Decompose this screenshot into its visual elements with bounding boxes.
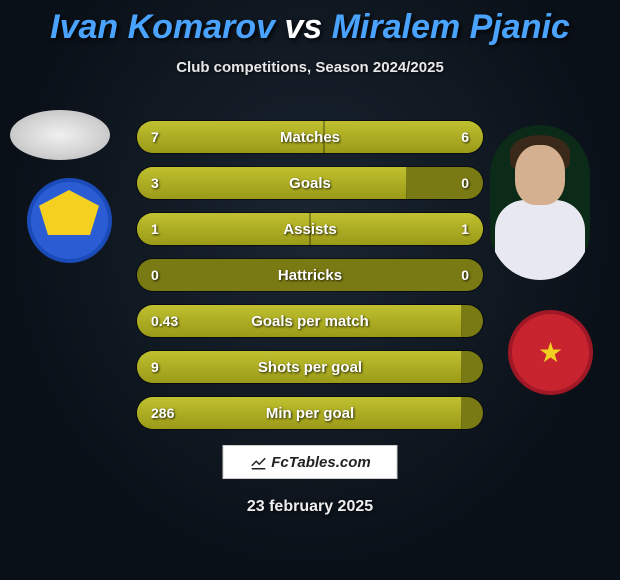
stat-row: 0.43Goals per match [136, 304, 484, 338]
stat-label: Hattricks [137, 259, 483, 291]
stat-label: Goals per match [137, 305, 483, 337]
stat-label: Shots per goal [137, 351, 483, 383]
stat-row: 00Hattricks [136, 258, 484, 292]
player2-avatar [490, 125, 590, 280]
stat-label: Assists [137, 213, 483, 245]
stat-label: Min per goal [137, 397, 483, 429]
stats-container: 76Matches 30Goals 11Assists 00Hattricks 0.43… [136, 120, 484, 442]
stat-row: 11Assists [136, 212, 484, 246]
subtitle: Club competitions, Season 2024/2025 [0, 59, 620, 76]
vs-text: vs [284, 8, 322, 46]
page-title: Ivan Komarov vs Miralem Pjanic [0, 0, 620, 47]
stat-label: Matches [137, 121, 483, 153]
watermark-text: FcTables.com [271, 454, 370, 471]
stat-row: 76Matches [136, 120, 484, 154]
player1-club-badge [27, 178, 112, 263]
player2-club-badge [508, 310, 593, 395]
watermark: FcTables.com [223, 445, 398, 479]
player1-avatar [10, 110, 110, 160]
stat-row: 30Goals [136, 166, 484, 200]
chart-icon [249, 453, 267, 471]
player2-name: Miralem Pjanic [332, 8, 570, 46]
stat-row: 9Shots per goal [136, 350, 484, 384]
date: 23 february 2025 [0, 498, 620, 516]
stat-row: 286Min per goal [136, 396, 484, 430]
stat-label: Goals [137, 167, 483, 199]
player1-name: Ivan Komarov [50, 8, 275, 46]
